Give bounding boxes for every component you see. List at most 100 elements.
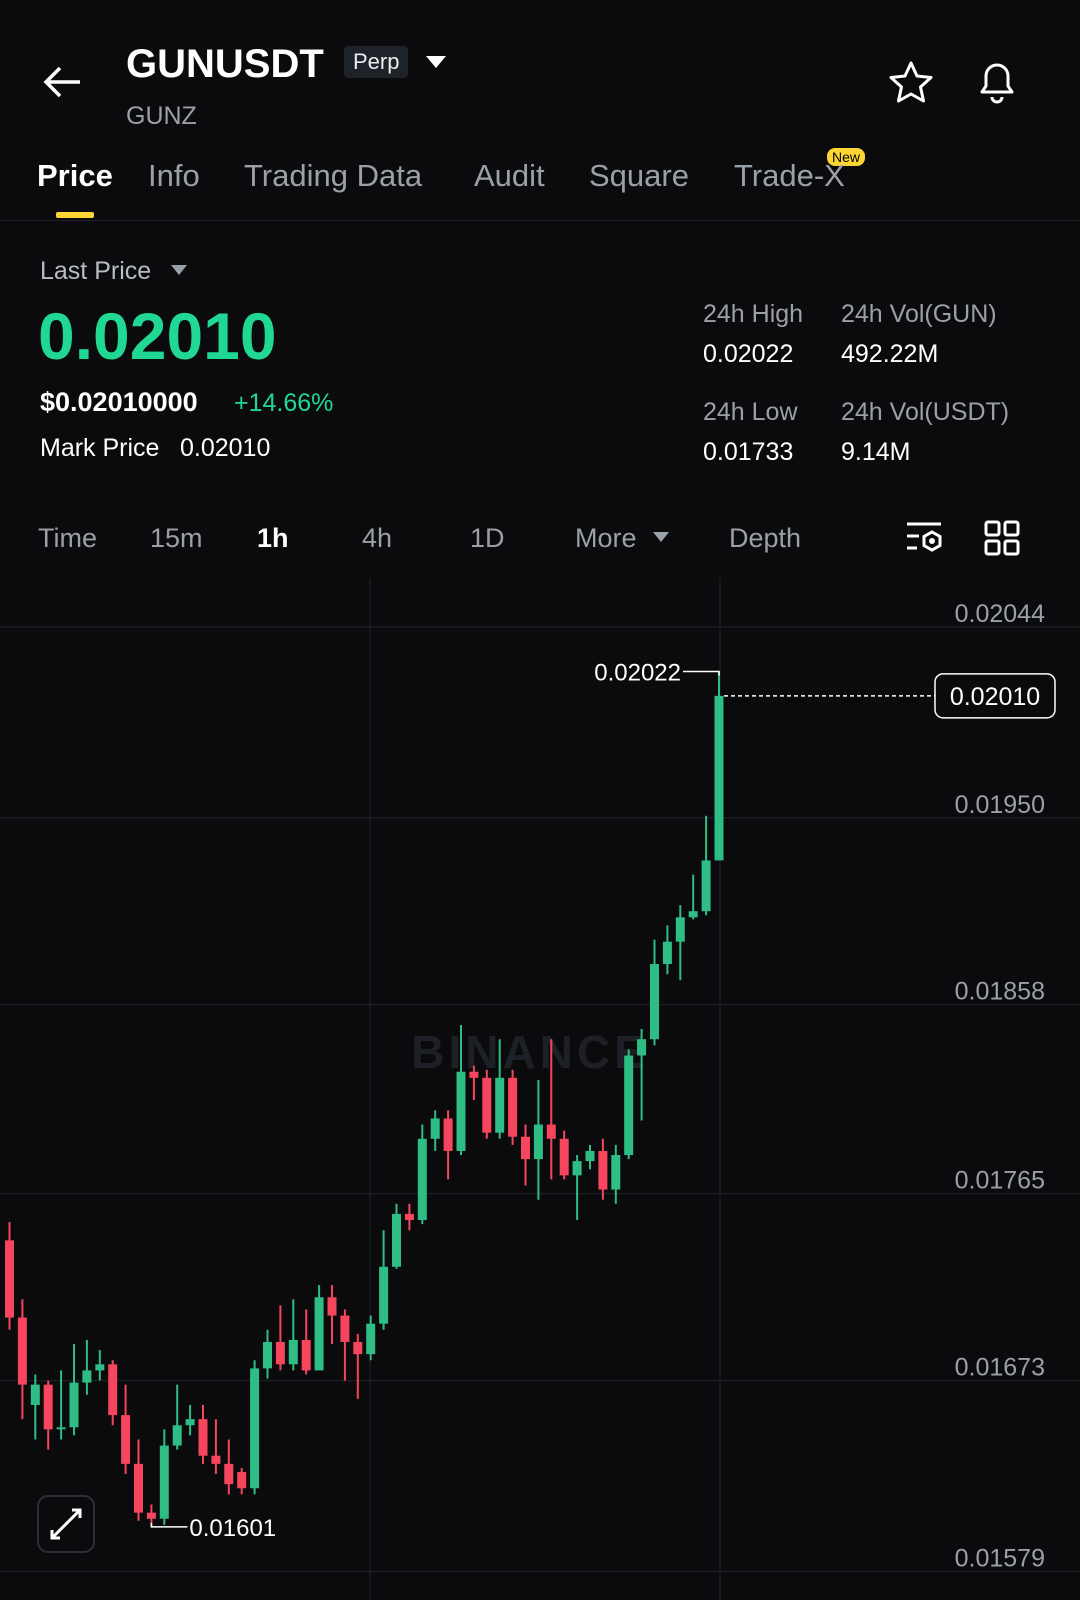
y-tick-label: 0.01950	[955, 791, 1045, 819]
candle-body	[585, 1150, 595, 1162]
y-tick-label: 0.01673	[955, 1354, 1045, 1382]
candle-body	[250, 1368, 260, 1489]
interval[interactable]: 15m	[150, 523, 203, 553]
candle-body	[224, 1463, 234, 1485]
candle-body	[159, 1445, 169, 1519]
tab[interactable]: Info	[148, 158, 200, 193]
candle-body	[211, 1455, 221, 1464]
layout-button[interactable]	[984, 520, 1020, 556]
favorite-button[interactable]	[888, 60, 934, 106]
candle-body	[495, 1077, 505, 1133]
high-marker-label: 0.02022	[594, 659, 681, 686]
candle-body	[134, 1463, 143, 1513]
divider	[0, 220, 1080, 221]
tab[interactable]: Trade-X	[734, 158, 845, 193]
candle-body	[675, 917, 685, 942]
subtitle: GUNZ	[126, 102, 197, 130]
y-tick-label: 0.01765	[955, 1167, 1045, 1195]
candle-body	[121, 1415, 131, 1464]
high-marker-line	[683, 670, 720, 676]
last-price-tag	[934, 673, 1056, 719]
candle-body	[701, 860, 711, 912]
tab[interactable]: Price	[37, 158, 113, 193]
watermark: BINANCE	[411, 1026, 649, 1078]
candle-body	[185, 1419, 195, 1426]
interval[interactable]: More	[575, 523, 637, 553]
candle-body	[598, 1150, 608, 1190]
symbol-dropdown[interactable]	[424, 54, 448, 70]
perp-badge: Perp	[344, 46, 409, 78]
candle-body	[521, 1136, 530, 1160]
candle-body	[688, 911, 698, 918]
candle-body	[482, 1077, 492, 1133]
candle-body	[624, 1055, 634, 1156]
more-caret	[653, 532, 669, 542]
interval[interactable]: Time	[38, 523, 97, 553]
candle-body	[198, 1419, 208, 1456]
low-marker-line	[150, 1522, 188, 1528]
back-button[interactable]	[40, 62, 84, 102]
active-tab-indicator	[56, 212, 94, 218]
price-change: +14.66%	[234, 389, 334, 417]
candle-body	[263, 1341, 272, 1369]
dropdown-caret	[171, 265, 187, 275]
last-price-tag-label: 0.02010	[950, 683, 1040, 711]
last-price: 0.02010	[38, 299, 277, 373]
mark-price-label: Mark Price	[40, 434, 160, 462]
stat-value: 9.14M	[841, 438, 911, 466]
interval[interactable]: 1h	[257, 523, 289, 553]
mark-price: 0.02010	[180, 434, 271, 462]
candle-body	[611, 1155, 621, 1190]
candle-body	[366, 1323, 376, 1355]
candle-body	[288, 1339, 298, 1365]
candle-body	[301, 1339, 311, 1371]
candle-body	[108, 1364, 118, 1416]
y-tick-label: 0.01858	[955, 978, 1045, 1006]
candle-body	[508, 1077, 518, 1137]
stat-label: 24h Vol(GUN)	[841, 300, 997, 328]
candle-body	[417, 1138, 427, 1221]
candle-body	[637, 1039, 647, 1056]
candle-body	[30, 1384, 40, 1405]
interval[interactable]: Depth	[729, 523, 802, 553]
candle-body	[662, 941, 672, 965]
y-tick-label: 0.02044	[955, 600, 1045, 628]
candle-body	[572, 1161, 582, 1176]
candle-body	[172, 1425, 182, 1446]
candle-body	[69, 1382, 79, 1428]
interval[interactable]: 1D	[470, 523, 505, 553]
candle-body	[404, 1213, 414, 1221]
new-badge: New	[827, 148, 866, 166]
stat-value: 492.22M	[841, 340, 939, 368]
symbol[interactable]: GUNUSDT	[126, 42, 324, 86]
candle-body	[17, 1317, 27, 1385]
interval[interactable]: 4h	[362, 523, 393, 553]
chart-settings[interactable]	[905, 520, 945, 556]
candle-body	[469, 1071, 479, 1078]
last-price-label[interactable]: Last Price	[40, 257, 152, 285]
candle-body	[56, 1427, 66, 1430]
candle-body	[275, 1341, 285, 1365]
candle-body	[146, 1512, 156, 1519]
fullscreen-icon	[50, 1508, 82, 1540]
stat-value: 0.02022	[703, 340, 794, 368]
alert-button[interactable]	[974, 58, 1020, 106]
candle-body	[95, 1364, 105, 1371]
candle-body	[443, 1118, 453, 1151]
candle-body	[379, 1266, 389, 1324]
candle-body	[533, 1124, 543, 1160]
candle-body	[650, 964, 659, 1040]
candle-body	[456, 1071, 466, 1151]
tab[interactable]: Square	[589, 158, 689, 193]
candle-body	[546, 1124, 556, 1139]
stat-label: 24h Vol(USDT)	[841, 398, 1010, 426]
candle-body	[5, 1240, 14, 1318]
candle-body	[237, 1471, 247, 1489]
stat-label: 24h Low	[703, 398, 798, 426]
y-tick-label: 0.01579	[955, 1545, 1045, 1573]
tab[interactable]: Audit	[474, 158, 545, 193]
candle-body	[43, 1384, 53, 1430]
candle-body	[314, 1297, 324, 1371]
tab[interactable]: Trading Data	[244, 158, 423, 193]
